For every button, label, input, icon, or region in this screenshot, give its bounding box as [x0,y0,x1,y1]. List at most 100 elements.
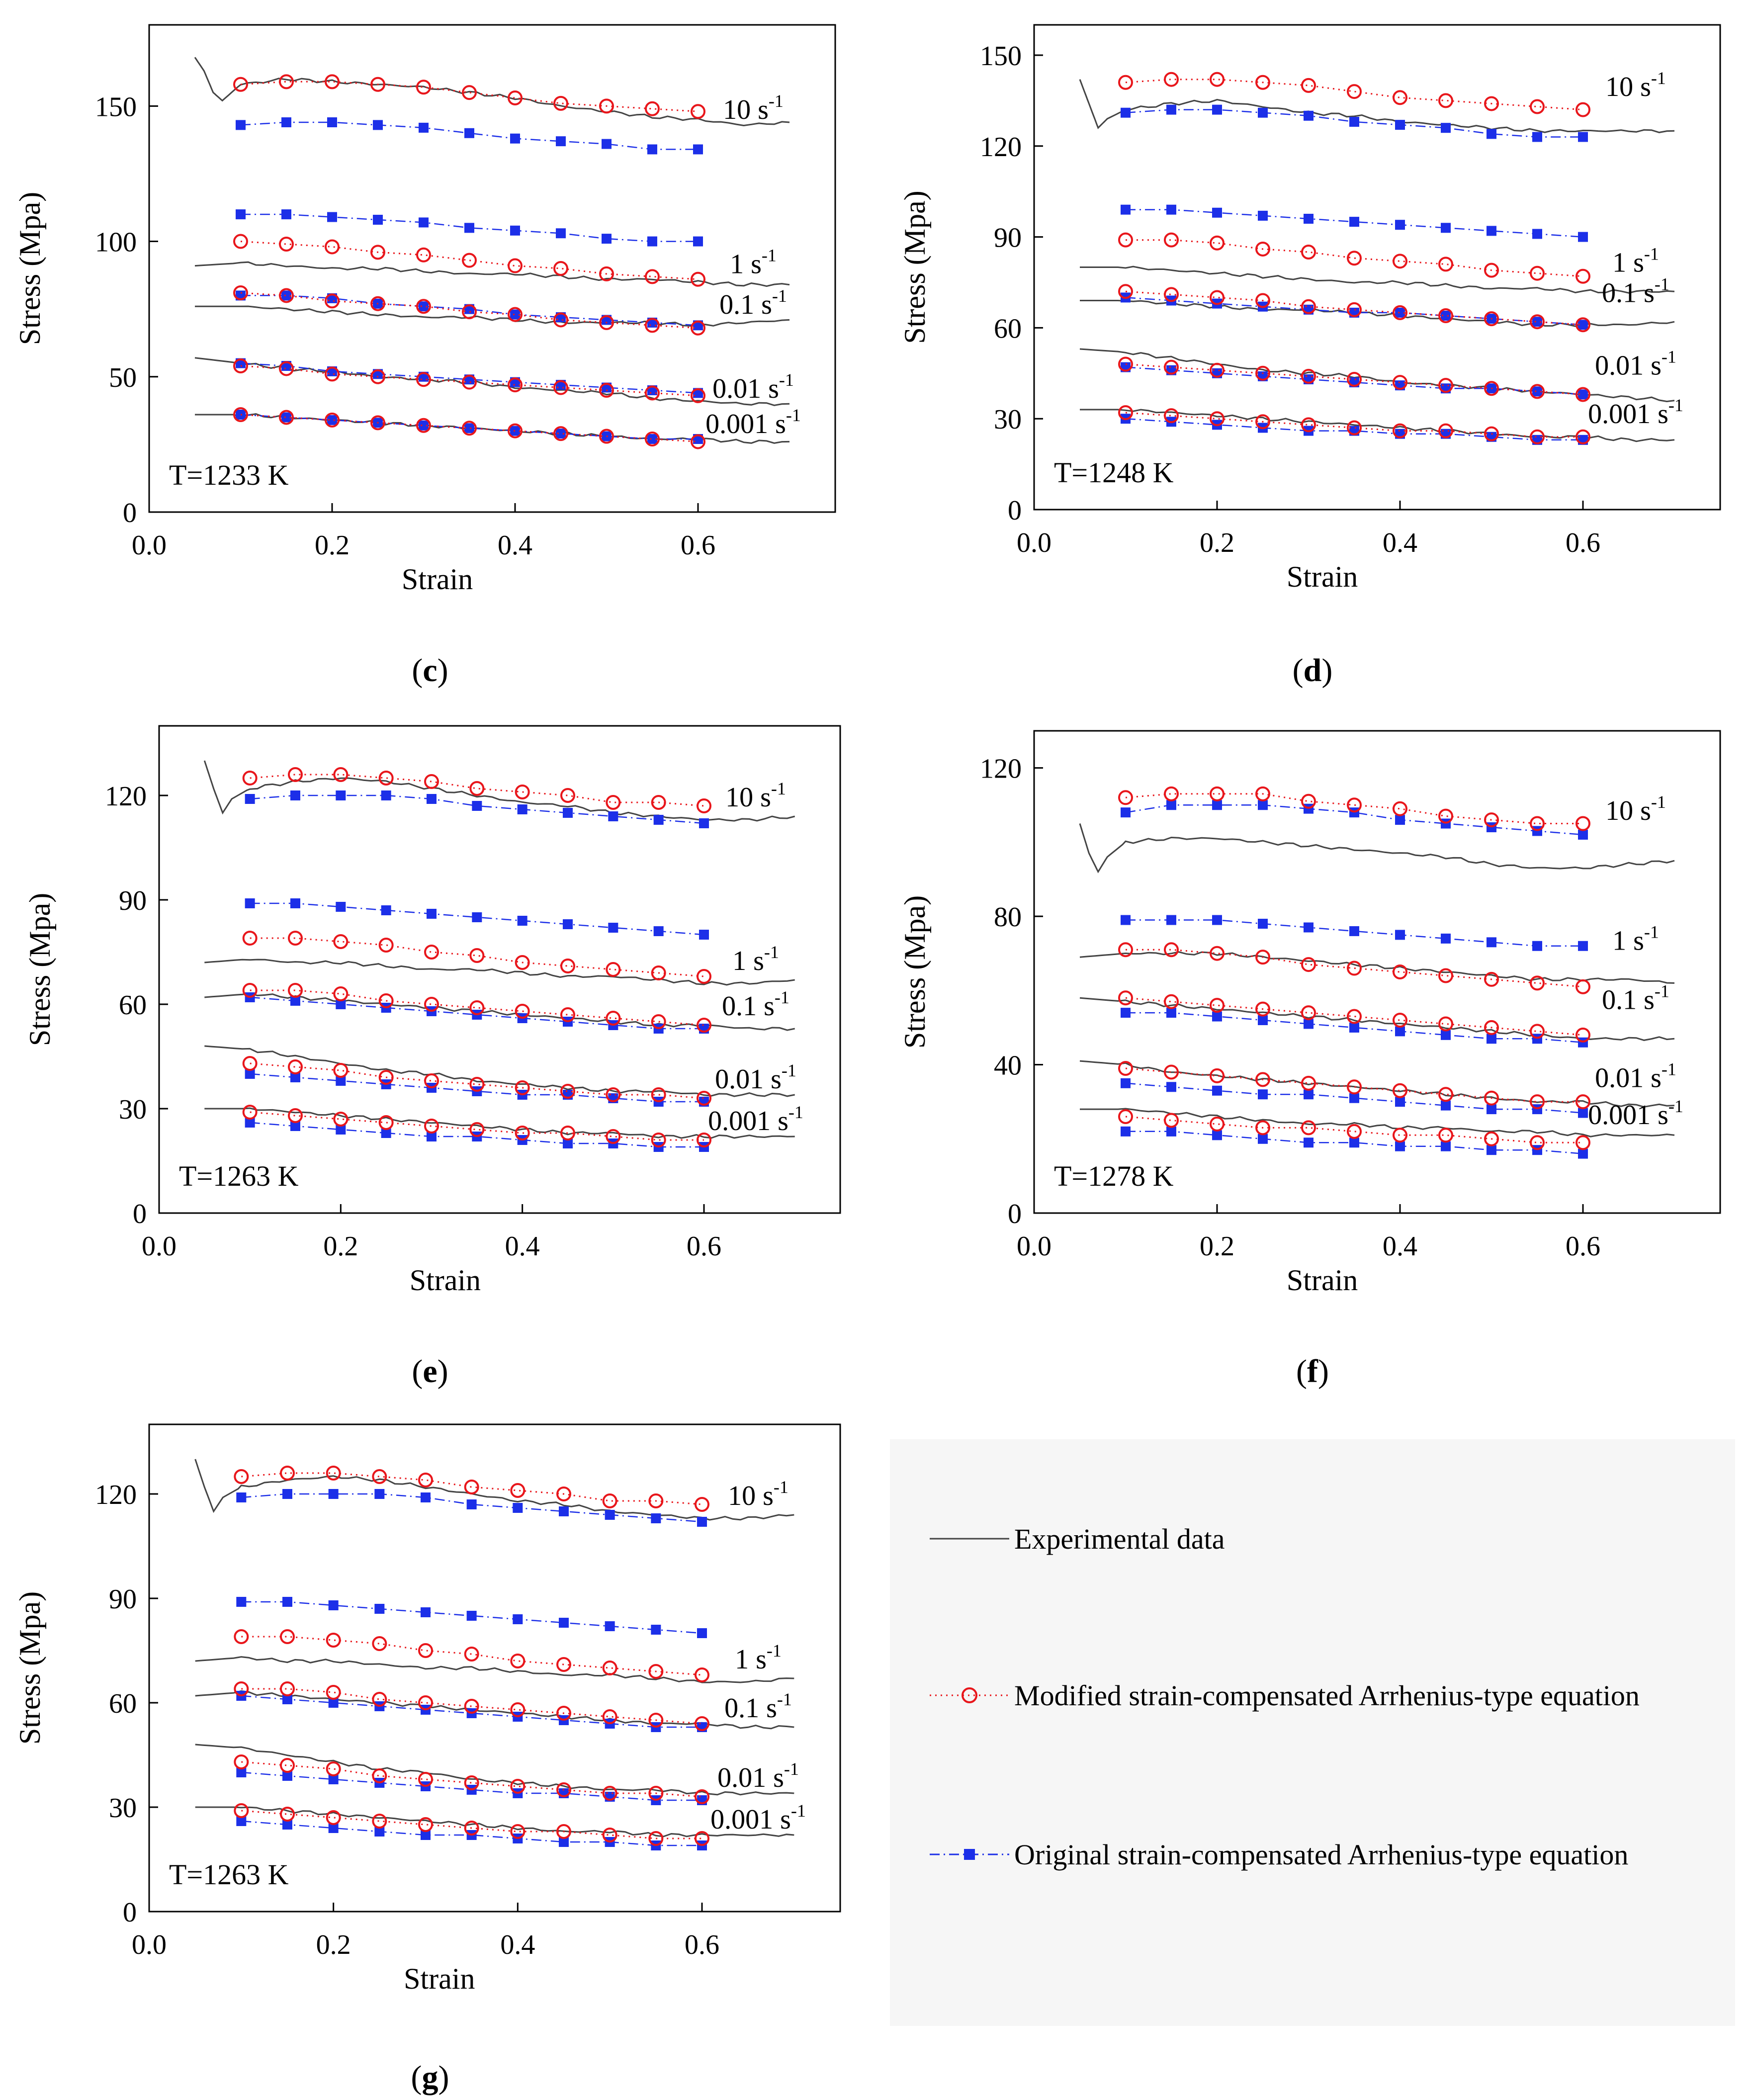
modified-point [1301,793,1316,809]
modified-line [241,1761,702,1798]
modified-point [697,1091,711,1106]
modified-line [1125,793,1583,824]
original-point [1349,1138,1359,1148]
original-point [1212,1011,1222,1022]
rate-label: 0.1 s-1 [1602,981,1669,1016]
modified-point [424,997,439,1012]
original-point [1578,1108,1588,1118]
original-point [608,923,618,933]
modified-point [691,388,705,403]
series-rate-0.001: 0.001 s-1 [204,1102,803,1152]
temperature-label: T=1233 K [169,459,289,491]
original-point [517,804,527,814]
modified-point [234,1469,249,1484]
rate-label: 10 s-1 [723,91,784,125]
original-point [427,794,437,804]
modified-point [416,299,431,314]
modified-point [1393,423,1407,438]
experimental-line [195,305,790,327]
original-point [697,1517,707,1527]
original-point [1121,1126,1131,1137]
modified-point [560,1126,575,1140]
modified-point [333,1063,349,1078]
original-point [327,117,337,127]
modified-point [1164,786,1179,801]
x-tick-label: 0.6 [1566,1231,1600,1262]
original-point [1395,1097,1405,1107]
rate-label: 0.1 s-1 [1602,274,1669,308]
original-point [647,236,657,247]
legend-label-experimental: Experimental data [1014,1523,1225,1555]
original-point [374,1489,385,1499]
original-point [1166,1126,1176,1137]
original-point [1487,1145,1496,1155]
original-point [1166,204,1176,215]
modified-point [288,1108,303,1123]
original-point [281,412,291,423]
modified-point [1301,368,1316,384]
modified-point [1301,1120,1316,1136]
original-line [1125,109,1583,138]
temperature-label: T=1248 K [1054,456,1174,489]
original-point [290,1121,300,1131]
y-tick-label: 40 [994,1050,1022,1081]
modified-point [606,1087,621,1102]
modified-point [1255,365,1270,381]
modified-point [1347,251,1362,266]
x-tick-label: 0.6 [685,1929,719,1960]
original-point [1487,129,1496,139]
modified-point [1530,384,1545,399]
experimental-line [204,959,795,986]
series-rate-10: 10 s-1 [194,1459,794,1527]
original-point [464,223,474,233]
modified-point [510,1654,525,1668]
modified-point [1347,1124,1362,1139]
original-point [1487,1104,1496,1115]
y-tick-label: 60 [119,990,147,1021]
original-point [1395,220,1405,230]
original-point [336,790,346,800]
x-axis-label: Strain [402,563,473,596]
modified-point [233,77,248,92]
modified-point [469,1122,485,1137]
original-point [327,415,337,425]
original-point [381,790,391,800]
modified-point [416,418,431,433]
series-rate-1: 1 s-1 [1079,915,1675,994]
modified-point [1393,305,1407,320]
original-point [517,916,527,926]
original-point [653,926,664,936]
original-point [373,215,383,225]
experimental-line [195,1806,794,1838]
modified-point [464,1480,479,1494]
original-point [381,1128,391,1138]
modified-point [1210,290,1225,305]
modified-point [510,1483,525,1498]
chart-c: 0.0 0.2 0.4 0.6 0 50 100 150 Strain Stress (Mpa) T… [13,24,836,689]
plot-frame [148,24,836,513]
modified-point [1347,302,1362,317]
modified-point [325,412,340,428]
legend-label-original: Original strain-compensated Arrhenius-ty… [1014,1838,1628,1871]
experimental-line [195,1744,794,1796]
original-point [1441,1030,1451,1040]
modified-point [508,90,523,105]
modified-point [648,1664,664,1679]
modified-point [556,1706,571,1721]
original-point [1258,1134,1268,1144]
original-point [1166,915,1176,925]
original-point [419,301,429,312]
modified-point [372,1768,387,1783]
original-point [647,144,657,155]
modified-point [1393,1083,1407,1098]
rate-label: 0.01 s-1 [717,1759,799,1793]
modified-point [279,237,294,252]
series-rate-0.001: 0.001 s-1 [195,1801,806,1850]
original-point [1487,937,1496,948]
modified-point [515,955,530,970]
modified-point [242,771,258,786]
y-tick-label: 30 [109,1793,137,1824]
y-tick-label: 0 [133,1199,147,1229]
original-point [421,1492,431,1502]
original-point [1258,1089,1268,1100]
